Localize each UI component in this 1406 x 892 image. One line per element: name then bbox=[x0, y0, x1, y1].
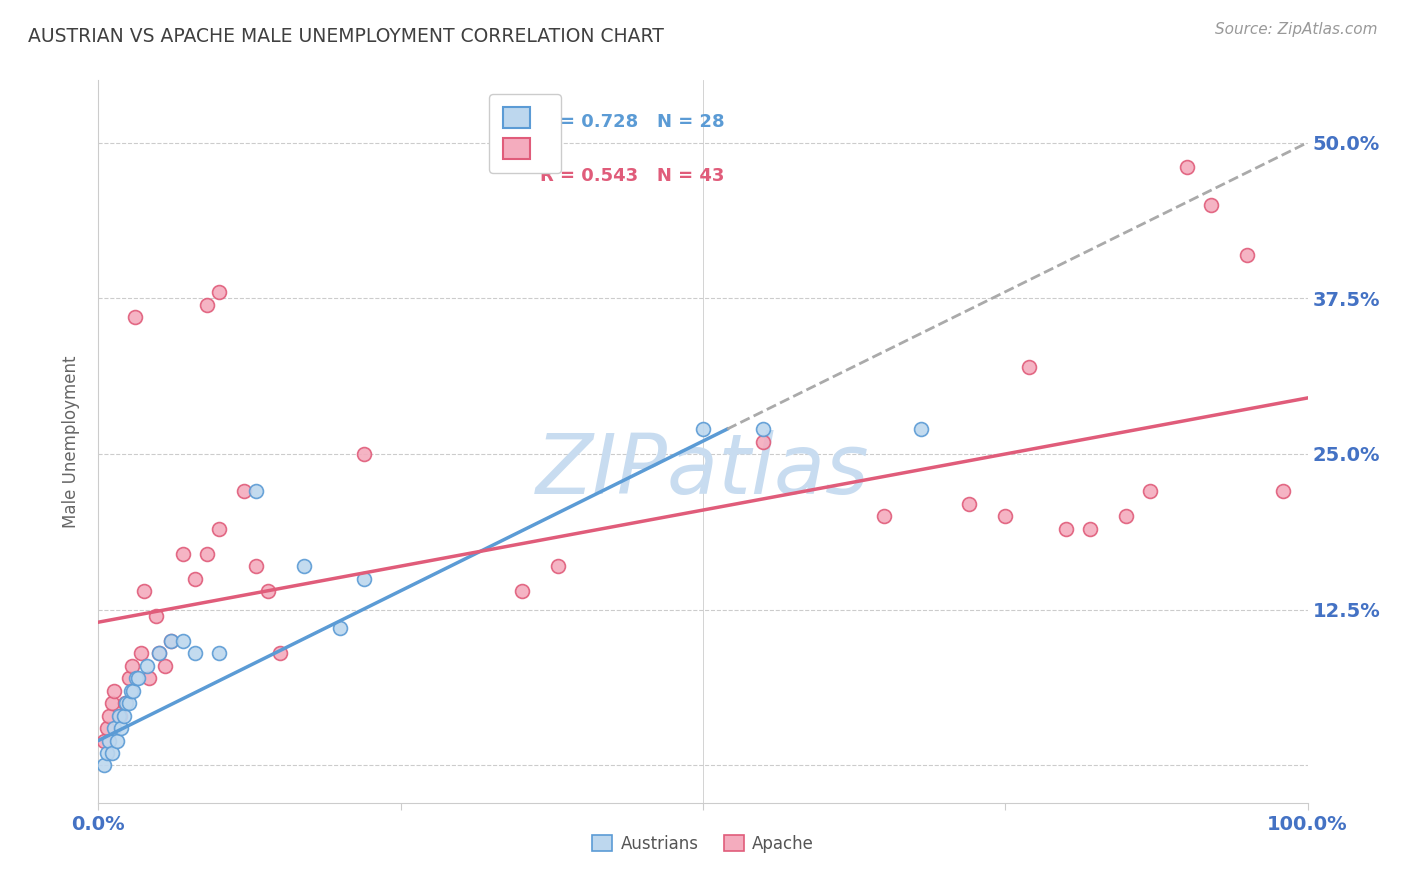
Point bbox=[1115, 509, 1137, 524]
Point bbox=[245, 559, 267, 574]
Point bbox=[127, 671, 149, 685]
Point bbox=[994, 509, 1017, 524]
Point bbox=[510, 584, 533, 599]
Point bbox=[353, 572, 375, 586]
Point bbox=[98, 708, 121, 723]
Point bbox=[547, 559, 569, 574]
Point bbox=[1199, 198, 1222, 212]
Point bbox=[1018, 359, 1040, 374]
Point bbox=[1236, 248, 1258, 262]
Point bbox=[692, 422, 714, 436]
Legend: Austrians, Apache: Austrians, Apache bbox=[585, 828, 821, 860]
Text: AUSTRIAN VS APACHE MALE UNEMPLOYMENT CORRELATION CHART: AUSTRIAN VS APACHE MALE UNEMPLOYMENT COR… bbox=[28, 27, 664, 45]
Point bbox=[108, 708, 131, 723]
Point bbox=[232, 484, 254, 499]
Point bbox=[269, 646, 291, 660]
Point bbox=[329, 621, 352, 635]
Point bbox=[1175, 161, 1198, 175]
Text: R = 0.728   N = 28: R = 0.728 N = 28 bbox=[540, 112, 724, 131]
Point bbox=[93, 758, 115, 772]
Point bbox=[134, 584, 156, 599]
Point bbox=[108, 708, 131, 723]
Point bbox=[118, 696, 141, 710]
Point bbox=[184, 646, 207, 660]
Point bbox=[160, 633, 183, 648]
Point bbox=[184, 572, 207, 586]
Point bbox=[1272, 484, 1295, 499]
Point bbox=[138, 671, 160, 685]
Point bbox=[100, 746, 122, 760]
Point bbox=[115, 696, 138, 710]
Point bbox=[256, 584, 278, 599]
Point bbox=[145, 609, 167, 624]
Point bbox=[195, 547, 218, 561]
Point bbox=[353, 447, 375, 461]
Y-axis label: Male Unemployment: Male Unemployment bbox=[62, 355, 80, 528]
Point bbox=[125, 671, 148, 685]
Text: ZIPatlas: ZIPatlas bbox=[536, 430, 870, 511]
Point bbox=[208, 285, 231, 299]
Point bbox=[96, 746, 118, 760]
Point bbox=[110, 721, 132, 735]
Point bbox=[752, 422, 775, 436]
Point bbox=[208, 646, 231, 660]
Point bbox=[105, 733, 128, 747]
Point bbox=[873, 509, 896, 524]
Point bbox=[135, 658, 157, 673]
Point bbox=[172, 633, 194, 648]
Point bbox=[96, 721, 118, 735]
Point bbox=[195, 297, 218, 311]
Point bbox=[112, 708, 135, 723]
Point bbox=[160, 633, 183, 648]
Point bbox=[100, 696, 122, 710]
Point bbox=[245, 484, 267, 499]
Point bbox=[122, 683, 145, 698]
Point bbox=[114, 696, 136, 710]
Point bbox=[208, 522, 231, 536]
Point bbox=[124, 310, 146, 324]
Point bbox=[172, 547, 194, 561]
Point bbox=[153, 658, 176, 673]
Point bbox=[292, 559, 315, 574]
Point bbox=[752, 434, 775, 449]
Point bbox=[103, 721, 125, 735]
Text: R = 0.543   N = 43: R = 0.543 N = 43 bbox=[540, 167, 724, 185]
Point bbox=[93, 733, 115, 747]
Text: Source: ZipAtlas.com: Source: ZipAtlas.com bbox=[1215, 22, 1378, 37]
Point bbox=[120, 683, 142, 698]
Point bbox=[98, 733, 121, 747]
Point bbox=[148, 646, 170, 660]
Point bbox=[118, 671, 141, 685]
Point bbox=[129, 646, 152, 660]
Point bbox=[1139, 484, 1161, 499]
Point bbox=[910, 422, 932, 436]
Point bbox=[1078, 522, 1101, 536]
Point bbox=[957, 497, 980, 511]
Point bbox=[1054, 522, 1077, 536]
Point bbox=[121, 658, 143, 673]
Point bbox=[103, 683, 125, 698]
Point bbox=[148, 646, 170, 660]
